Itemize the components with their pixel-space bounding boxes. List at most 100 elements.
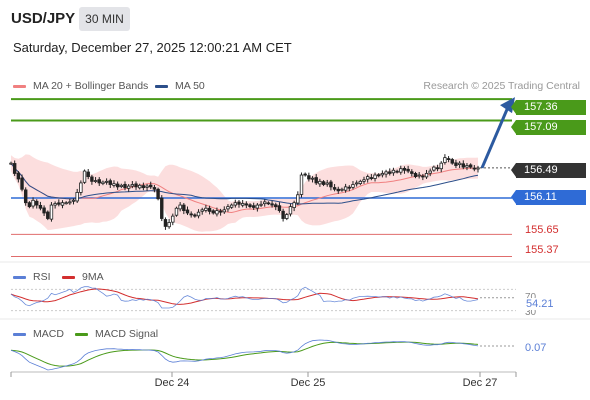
candle-body [53,203,57,206]
candle [193,213,197,218]
candle-body [399,168,403,173]
rsi-line [10,286,479,309]
candle [310,176,315,183]
candle [178,202,182,212]
legend-macd-signal-label: MACD Signal [95,328,159,340]
candle-body [410,171,414,174]
candle-body [329,181,333,188]
candle [270,200,274,208]
candle [399,165,403,175]
candle-body [64,202,68,205]
candle [189,211,193,218]
legend-ma20: MA 20 + Bollinger Bands [13,80,148,92]
candle-body [343,186,348,191]
candle [329,179,333,191]
candle-body [233,202,238,206]
candle [204,204,208,213]
x-label-dec27: Dec 27 [462,377,498,389]
candle-body [12,163,17,174]
candle [406,165,410,174]
candle-body [248,204,252,208]
candle-body [68,201,72,204]
candle [292,200,296,212]
candle-body [226,206,230,210]
candle [435,164,440,172]
candle [152,184,157,193]
moving-averages [10,162,479,214]
candle [145,184,149,191]
candle [395,169,399,174]
support-2-label: 155.37 [525,244,559,256]
candle-body [336,188,340,192]
candle-body [115,183,120,188]
candle [255,203,260,212]
candle-body [178,204,182,210]
candle [391,167,396,176]
candle-body [174,207,179,216]
candle [90,174,94,185]
candle-body [79,182,83,193]
candle [413,171,418,179]
ma50-swatch [155,84,168,88]
candle [215,207,219,217]
candle [377,173,381,178]
candle [263,199,267,207]
candle [354,180,359,187]
candle [388,168,392,176]
symbol-title: USD/JPY [11,10,76,27]
candle [299,172,304,198]
x-axis-ticks [10,372,517,377]
candle-body [20,177,24,190]
candle [71,198,76,205]
candle [42,205,46,216]
legend-macd: MACD [13,328,64,340]
candle [12,160,17,176]
candle [384,169,388,178]
timeframe-button[interactable]: 30 MIN [79,7,130,31]
candle [450,157,454,165]
candle [259,200,263,208]
candle [31,197,35,209]
candle-body [428,170,432,174]
candle [75,188,79,204]
bollinger-fill [11,154,478,232]
candle-body [160,197,164,219]
candle-body [380,173,385,176]
candle-body [49,204,54,220]
candle-body [340,188,344,191]
legend-rsi-label: RSI [33,271,51,283]
candle [108,178,112,188]
candle [53,201,57,209]
x-label-dec25: Dec 25 [290,377,326,389]
candle-body [104,180,109,183]
candle-body [207,207,212,212]
candle [443,154,447,165]
candle-body [240,203,245,206]
macd-signal-line [10,341,479,367]
candle [134,181,138,190]
macd-value: 0.07 [525,342,547,354]
candle-body [163,219,168,227]
candle-body [86,171,90,178]
candle-body [185,209,190,214]
candle [380,170,385,178]
last-price-tag: 156.49 [511,163,586,178]
candle-body [57,202,61,205]
candle-body [307,175,311,180]
candle-body [255,204,260,209]
candle [281,208,285,222]
ma50-line [10,162,479,205]
candle [343,183,348,193]
candle-body [274,204,278,208]
candle-body [465,165,469,168]
candle [277,202,282,213]
candle-body [310,177,315,180]
candle [60,200,65,209]
candle-body [193,214,197,217]
ma20-swatch [13,84,26,88]
candle-body [421,175,425,178]
candle [347,185,351,192]
candle [82,169,87,184]
candle-body [71,199,76,202]
candle [468,163,473,169]
